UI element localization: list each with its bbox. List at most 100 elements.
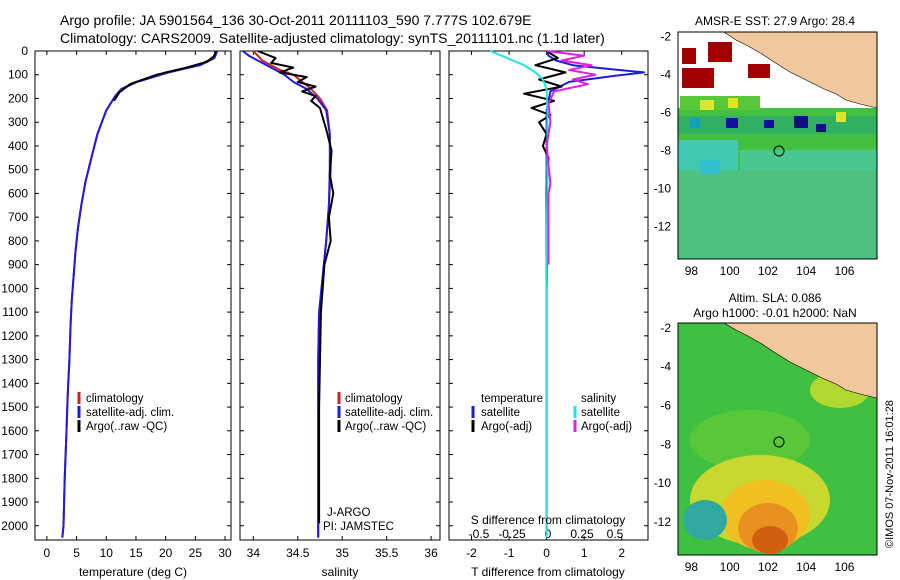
s-difference-tick-label: -0.5 bbox=[469, 527, 490, 541]
y-tick-label: 1700 bbox=[1, 448, 28, 462]
map-x-tick-label: 104 bbox=[796, 264, 816, 278]
sst-patch bbox=[680, 96, 760, 110]
sst-high-cell bbox=[748, 64, 770, 78]
sst-lower-field bbox=[678, 170, 877, 259]
sst-patch bbox=[690, 118, 700, 128]
argo-location-marker bbox=[773, 145, 785, 157]
legend-label-t-satellite: satellite bbox=[481, 407, 520, 419]
y-tick-label: 1300 bbox=[1, 353, 28, 367]
sumatra-land bbox=[723, 31, 878, 109]
sst-high-cell bbox=[708, 42, 732, 62]
y-tick-label: 2000 bbox=[1, 519, 28, 533]
x-tick-label: 0 bbox=[543, 546, 550, 560]
map-y-tick-label: -10 bbox=[654, 476, 672, 490]
y-tick-label: 900 bbox=[8, 258, 28, 272]
map-x-tick-label: 104 bbox=[796, 560, 816, 574]
argo-location-marker bbox=[773, 436, 785, 448]
y-tick-label: 300 bbox=[8, 115, 28, 129]
y-tick-label: 1200 bbox=[1, 329, 28, 343]
y-tick-label: 500 bbox=[8, 163, 28, 177]
map-y-tick-label: -4 bbox=[660, 68, 671, 82]
sst-high-cell bbox=[682, 68, 714, 88]
map-x-tick-label: 106 bbox=[834, 560, 854, 574]
map-x-tick-label: 100 bbox=[720, 264, 740, 278]
x-tick-label: 15 bbox=[129, 546, 143, 560]
sst-patch bbox=[836, 112, 846, 122]
legend-label-t-argo: Argo(-adj) bbox=[481, 421, 532, 433]
legend-label-satellite: satellite-adj. clim. bbox=[86, 407, 174, 419]
y-tick-label: 1500 bbox=[1, 400, 28, 414]
y-tick-label: 1600 bbox=[1, 424, 28, 438]
x-tick-label: 30 bbox=[218, 546, 232, 560]
s-difference-tick-label: 0.5 bbox=[607, 527, 624, 541]
s-difference-tick-label: -0.25 bbox=[498, 527, 526, 541]
sst-patch bbox=[700, 160, 720, 174]
x-tick-label: 35 bbox=[336, 546, 350, 560]
y-tick-label: 1000 bbox=[1, 281, 28, 295]
series-line-argo-raw-qc- bbox=[113, 50, 217, 102]
x-tick-label: 36 bbox=[424, 546, 438, 560]
sla-map-title1: Altim. SLA: 0.086 bbox=[729, 291, 822, 305]
map-x-tick-label: 106 bbox=[834, 264, 854, 278]
x-tick-label: 2 bbox=[618, 546, 625, 560]
sst-patch bbox=[816, 124, 826, 132]
map-y-tick-label: -2 bbox=[660, 30, 671, 44]
salinity-note-pi: PI: JAMSTEC bbox=[323, 521, 394, 533]
s-difference-tick-label: 0 bbox=[545, 527, 552, 541]
legend-label-climatology: climatology bbox=[345, 393, 403, 405]
y-tick-label: 400 bbox=[8, 139, 28, 153]
x-tick-label: -1 bbox=[504, 546, 515, 560]
sst-patch bbox=[726, 118, 738, 128]
x-tick-label: 25 bbox=[189, 546, 203, 560]
sla-blob bbox=[683, 500, 727, 540]
s-difference-tick-label: 0.25 bbox=[570, 527, 594, 541]
profile-lines bbox=[61, 50, 646, 538]
y-tick-label: 1400 bbox=[1, 376, 28, 390]
salinity-xlabel: salinity bbox=[322, 565, 359, 579]
y-tick-label: 600 bbox=[8, 186, 28, 200]
legend-label-argo: Argo(..raw -QC) bbox=[345, 421, 426, 433]
y-tick-label: 800 bbox=[8, 234, 28, 248]
sst-band bbox=[678, 116, 877, 134]
map-y-tick-label: -2 bbox=[660, 321, 671, 335]
temperature-panel bbox=[34, 50, 232, 541]
map-y-tick-label: -10 bbox=[654, 182, 672, 196]
map-y-tick-label: -12 bbox=[654, 515, 672, 529]
y-tick-label: 1100 bbox=[2, 305, 28, 319]
map-x-tick-label: 102 bbox=[758, 264, 778, 278]
x-tick-label: 34.5 bbox=[286, 546, 310, 560]
map-x-tick-label: 98 bbox=[685, 264, 699, 278]
series-line-salinity-satellite bbox=[489, 50, 549, 538]
series-line-satellite-adj-clim- bbox=[242, 50, 331, 538]
map-x-tick-label: 102 bbox=[758, 560, 778, 574]
sst-patch bbox=[794, 116, 808, 128]
legend-label-s-satellite: satellite bbox=[581, 407, 620, 419]
map-y-tick-label: -12 bbox=[654, 220, 672, 234]
axes-layer: 0100200300400500600700800900100011001200… bbox=[1, 30, 855, 574]
x-tick-label: 1 bbox=[581, 546, 588, 560]
y-tick-label: 1900 bbox=[1, 495, 28, 509]
sst-high-cell bbox=[682, 48, 696, 64]
salinity-panel bbox=[239, 50, 441, 541]
sst-patch bbox=[764, 120, 774, 128]
sumatra-land bbox=[722, 322, 878, 399]
x-tick-label: 10 bbox=[100, 546, 114, 560]
series-line-salinity-argo-adj- bbox=[545, 50, 597, 265]
y-tick-label: 700 bbox=[8, 210, 28, 224]
sla-map-title2: Argo h1000: -0.01 h2000: NaN bbox=[693, 306, 856, 320]
y-tick-label: 200 bbox=[8, 91, 28, 105]
sst-patch bbox=[700, 100, 714, 110]
temperature-xlabel: temperature (deg C) bbox=[79, 565, 187, 579]
sst-map-title: AMSR-E SST: 27.9 Argo: 28.4 bbox=[695, 14, 855, 28]
map-y-tick-label: -8 bbox=[660, 144, 671, 158]
s-difference-label: S difference from climatology bbox=[471, 513, 626, 527]
temperature-legend: climatology satellite-adj. clim. Argo(..… bbox=[77, 392, 174, 433]
series-line-argo-raw-qc- bbox=[257, 50, 335, 524]
sst-map-frame bbox=[677, 31, 878, 260]
map-y-tick-label: -8 bbox=[660, 437, 671, 451]
x-tick-label: 20 bbox=[159, 546, 173, 560]
difference-xlabel: T difference from climatology bbox=[471, 565, 625, 579]
sla-blob bbox=[690, 410, 810, 470]
figure-title-line2: Climatology: CARS2009. Satellite-adjuste… bbox=[60, 30, 605, 46]
